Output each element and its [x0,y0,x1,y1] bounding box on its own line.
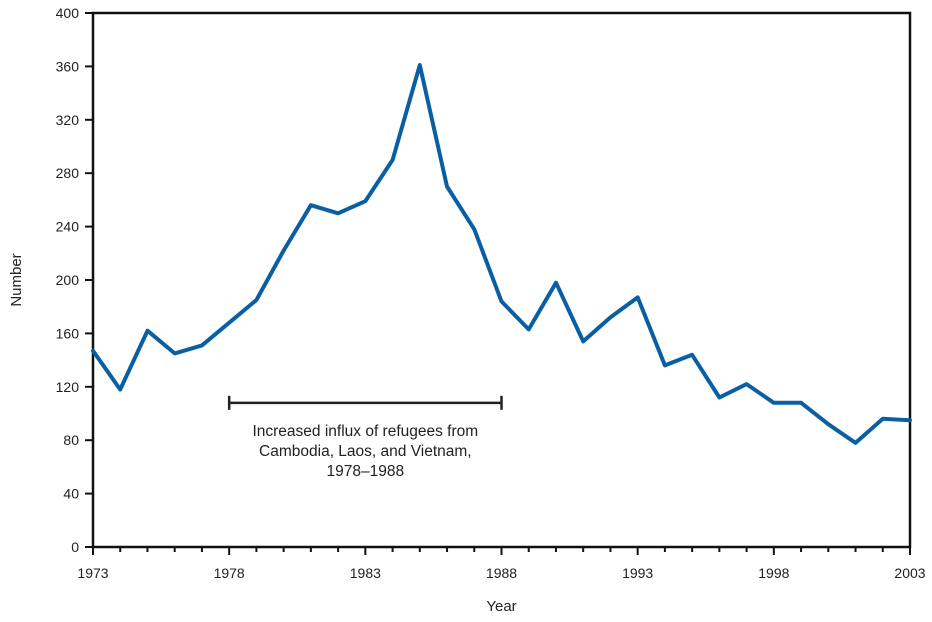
x-tick-label: 1973 [77,565,108,581]
data-point [501,300,502,302]
x-tick-label: 2003 [894,565,925,581]
data-point [392,159,394,161]
data-point [283,250,285,252]
data-point [855,442,857,444]
data-point [718,396,720,398]
data-point [92,350,94,352]
annotation: Increased influx of refugees from Cambodi… [227,395,503,480]
annotation-text-line: Cambodia, Laos, and Vietnam, [259,443,472,460]
x-tick-label: 1988 [486,565,517,581]
data-point [337,212,339,214]
y-tick-label: 400 [56,5,80,21]
data-point [473,228,475,230]
data-point [446,186,448,188]
x-tick-label: 1998 [758,565,789,581]
y-tick-label: 0 [71,539,79,555]
data-point [746,383,748,385]
y-tick-label: 320 [56,112,80,128]
x-tick-label: 1978 [214,565,245,581]
data-point [582,340,584,342]
data-point [528,328,530,330]
x-tick-label: 1993 [622,565,653,581]
data-point [228,322,230,324]
data-point [146,330,148,332]
data-point [773,402,775,404]
plot-frame [91,11,912,549]
y-tick-label: 120 [56,379,80,395]
annotation-text-line: 1978–1988 [327,463,405,480]
x-tick-label: 1983 [350,565,381,581]
data-point [827,423,829,425]
y-tick-label: 240 [56,219,80,235]
y-tick-label: 360 [56,58,80,74]
data-point [364,200,366,202]
data-point [800,402,802,404]
data-point [201,344,203,346]
data-point [255,299,257,301]
x-axis-ticks: 1973 1978 1983 1988 1993 1998 2003 [77,547,926,581]
x-axis-title: Year [486,598,516,615]
y-tick-label: 160 [56,325,80,341]
data-point [609,316,611,318]
data-point [664,364,666,366]
annotation-text-line: Increased influx of refugees from [252,423,478,440]
data-points [92,64,911,444]
y-tick-label: 280 [56,165,80,181]
data-point [882,418,884,420]
data-point [555,282,557,284]
data-point [691,354,693,356]
data-point [119,388,121,390]
data-point [419,64,421,66]
data-point [637,296,639,298]
data-point [909,419,911,421]
data-series-line [91,63,912,445]
y-tick-label: 80 [63,432,79,448]
y-axis-title: Number [8,253,25,306]
data-point [174,352,176,354]
y-tick-label: 40 [63,486,79,502]
y-tick-label: 200 [56,272,80,288]
y-axis-ticks: 0 40 80 120 160 200 240 280 320 360 400 [56,5,93,555]
data-point [310,204,312,206]
